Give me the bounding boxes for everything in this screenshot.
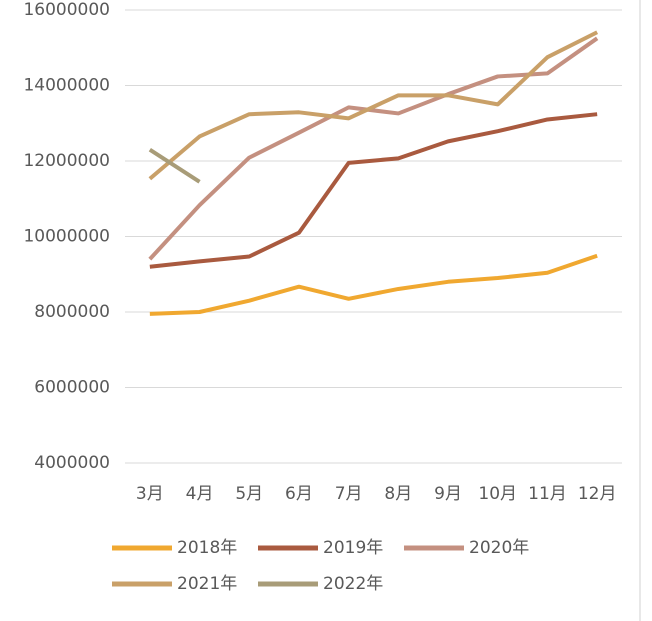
legend-label: 2019年 (323, 538, 383, 558)
x-tick-label: 5月 (235, 484, 263, 504)
y-tick-label: 12000000 (23, 151, 110, 171)
series-line (148, 30, 599, 181)
series-line (148, 147, 201, 184)
x-tick-label: 8月 (384, 484, 412, 504)
legend-label: 2018年 (177, 538, 237, 558)
y-tick-label: 8000000 (34, 302, 110, 322)
legend-label: 2020年 (469, 538, 529, 558)
legend-label: 2022年 (323, 574, 383, 594)
x-tick-label: 11月 (528, 484, 567, 504)
x-tick-label: 9月 (434, 484, 462, 504)
y-tick-label: 10000000 (23, 227, 110, 247)
x-tick-label: 12月 (578, 484, 617, 504)
x-tick-label: 4月 (186, 484, 214, 504)
x-tick-label: 7月 (335, 484, 363, 504)
x-tick-label: 6月 (285, 484, 313, 504)
legend-label: 2021年 (177, 574, 237, 594)
series-line (149, 112, 598, 269)
y-tick-label: 4000000 (34, 453, 110, 473)
x-tick-label: 10月 (478, 484, 517, 504)
y-tick-label: 6000000 (34, 378, 110, 398)
x-tick-label: 3月 (136, 484, 164, 504)
y-tick-label: 16000000 (23, 0, 110, 20)
y-tick-label: 14000000 (23, 76, 110, 96)
series-line (148, 36, 599, 261)
series-line (149, 253, 598, 316)
